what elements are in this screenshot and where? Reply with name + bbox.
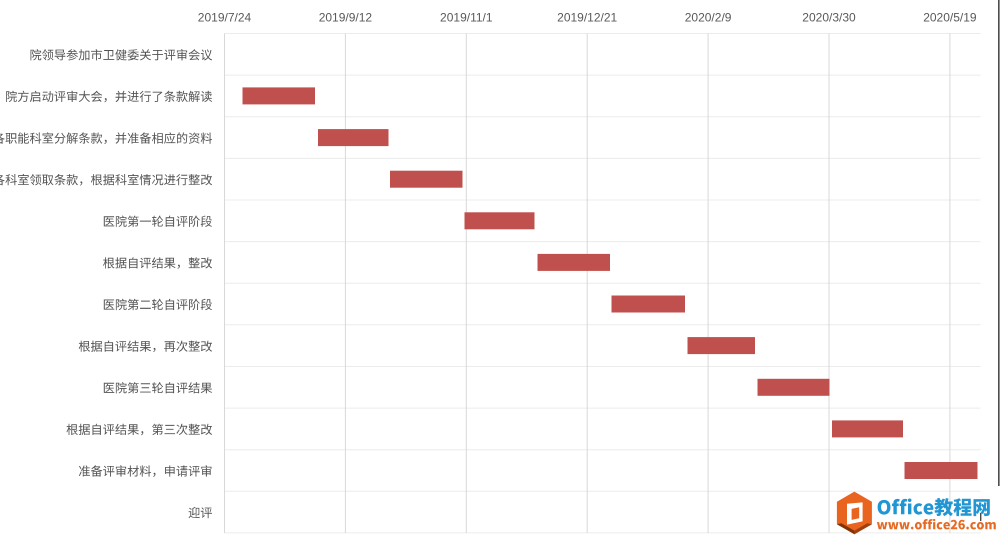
svg-text:2020/5/19: 2020/5/19 (923, 11, 977, 25)
svg-text:2019/12/21: 2019/12/21 (557, 11, 617, 25)
svg-text:2019/9/12: 2019/9/12 (319, 11, 373, 25)
svg-text:2019/11/1: 2019/11/1 (440, 11, 493, 25)
svg-text:2020/2/9: 2020/2/9 (685, 11, 732, 25)
svg-text:2019/7/24: 2019/7/24 (198, 11, 252, 25)
svg-text:2020/3/30: 2020/3/30 (802, 11, 856, 25)
